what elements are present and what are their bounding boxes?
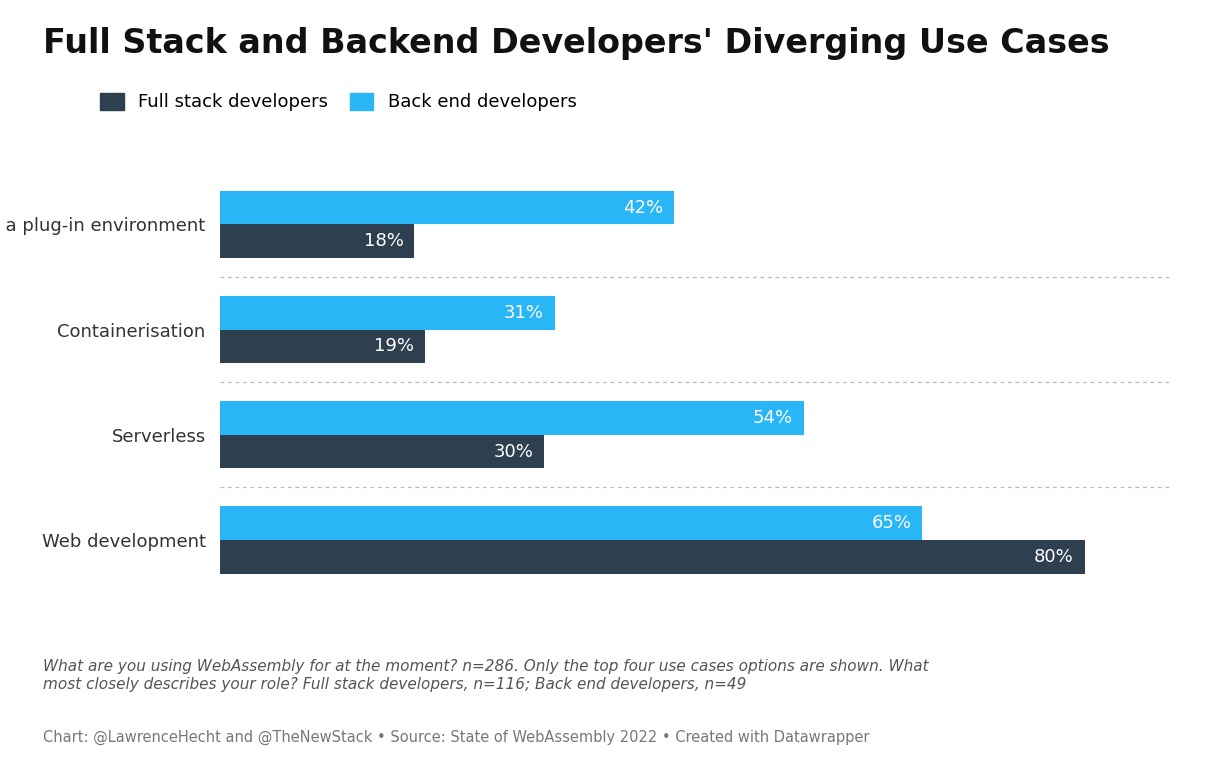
Bar bbox=[220, 296, 555, 330]
Text: 19%: 19% bbox=[375, 338, 415, 356]
Bar bbox=[220, 191, 673, 225]
Bar bbox=[220, 540, 1085, 573]
Text: 18%: 18% bbox=[364, 232, 404, 250]
Legend: Full stack developers, Back end developers: Full stack developers, Back end develope… bbox=[100, 93, 577, 112]
Text: 42%: 42% bbox=[623, 199, 662, 217]
Text: 30%: 30% bbox=[493, 442, 533, 461]
Bar bbox=[220, 225, 415, 258]
Text: What are you using WebAssembly for at the moment? n=286. Only the top four use c: What are you using WebAssembly for at th… bbox=[43, 659, 928, 692]
Bar bbox=[220, 506, 922, 540]
Text: 80%: 80% bbox=[1035, 548, 1074, 566]
Text: 54%: 54% bbox=[753, 409, 793, 427]
Text: Full Stack and Backend Developers' Diverging Use Cases: Full Stack and Backend Developers' Diver… bbox=[43, 27, 1109, 60]
Text: 31%: 31% bbox=[504, 303, 544, 322]
Text: 65%: 65% bbox=[871, 514, 911, 532]
Bar bbox=[220, 434, 544, 469]
Bar bbox=[220, 330, 425, 363]
Bar bbox=[220, 401, 804, 434]
Text: Chart: @LawrenceHecht and @TheNewStack • Source: State of WebAssembly 2022 • Cre: Chart: @LawrenceHecht and @TheNewStack •… bbox=[43, 729, 869, 744]
